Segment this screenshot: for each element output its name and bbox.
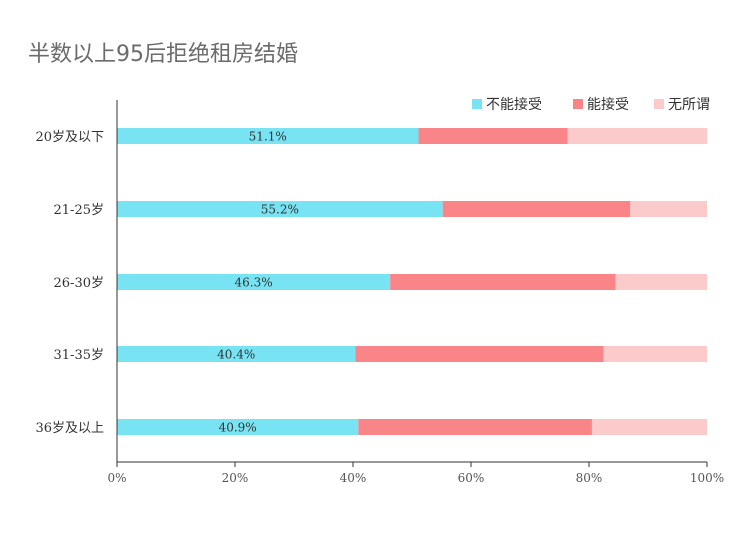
category-label-2: 21-25岁 <box>54 203 104 218</box>
bar-segment-1-1 <box>117 128 419 144</box>
bar-segment-2-1 <box>418 128 568 144</box>
bar-segment-2-3 <box>390 274 616 290</box>
data-label-1: 51.1% <box>249 130 287 144</box>
legend-swatch-3 <box>654 99 664 109</box>
category-label-4: 31-35岁 <box>54 348 104 363</box>
x-ticks: 0% 20% 40% 60% 80% 100% <box>107 462 724 485</box>
bar-segment-1-3 <box>117 274 391 290</box>
category-label-5: 36岁及以上 <box>35 421 104 436</box>
legend: 不能接受 能接受 无所谓 <box>472 96 710 113</box>
bar-segment-2-2 <box>442 201 631 217</box>
legend-label-2: 能接受 <box>587 96 629 113</box>
category-labels: 20岁及以下 21-25岁 26-30岁 31-35岁 36岁及以上 <box>35 130 104 436</box>
x-tick-label-3: 40% <box>340 471 367 485</box>
data-label-4: 40.4% <box>217 348 255 362</box>
bar-segment-3-2 <box>630 201 707 217</box>
bar-segment-1-4 <box>117 346 356 362</box>
x-tick-label-1: 0% <box>107 471 126 485</box>
x-tick-label-5: 80% <box>576 471 603 485</box>
bar-segment-3-1 <box>567 128 707 144</box>
bar-segment-3-4 <box>603 346 707 362</box>
legend-label-3: 无所谓 <box>668 97 710 113</box>
bar-segment-3-3 <box>615 274 707 290</box>
legend-swatch-1 <box>472 99 482 109</box>
chart-title: 半数以上95后拒绝租房结婚 <box>28 42 298 67</box>
category-label-1: 20岁及以下 <box>35 130 104 145</box>
x-tick-label-6: 100% <box>690 471 724 485</box>
bars: 51.1% 55.2% 46.3% 40.4% 40.9% <box>117 128 707 435</box>
bar-segment-2-4 <box>355 346 604 362</box>
bar-segment-3-5 <box>591 419 707 435</box>
bar-segment-1-5 <box>117 419 359 435</box>
bar-segment-1-2 <box>117 201 443 217</box>
legend-label-1: 不能接受 <box>486 96 542 113</box>
x-tick-label-2: 20% <box>222 471 249 485</box>
data-label-2: 55.2% <box>261 203 299 217</box>
data-label-3: 46.3% <box>235 276 273 290</box>
legend-swatch-2 <box>573 99 583 109</box>
bar-segment-2-5 <box>358 419 592 435</box>
category-label-3: 26-30岁 <box>54 276 104 291</box>
axes <box>116 100 707 463</box>
data-label-5: 40.9% <box>219 421 257 435</box>
x-tick-label-4: 60% <box>458 471 485 485</box>
